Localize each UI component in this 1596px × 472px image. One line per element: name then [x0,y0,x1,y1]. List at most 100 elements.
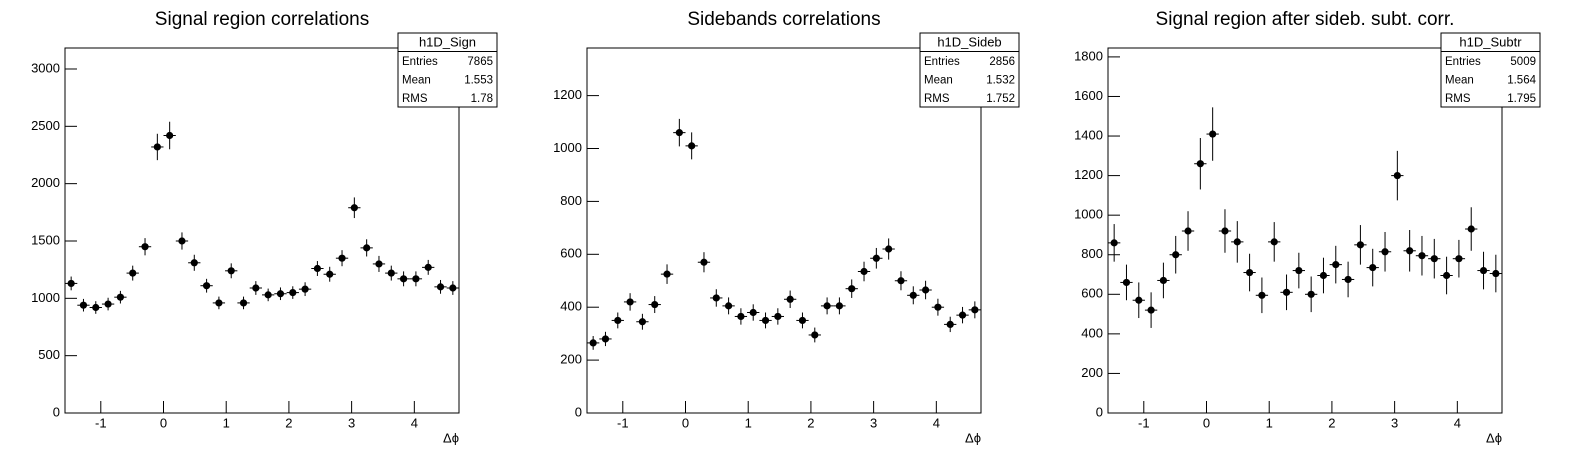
x-axis-label: Δϕ [443,430,459,445]
data-point [1418,252,1426,260]
stats-label: Mean [924,74,953,86]
x-tick-label: 2 [807,415,814,430]
data-point [1159,276,1168,285]
x-tick-label: 3 [1391,415,1398,430]
data-point [190,259,198,267]
data-point [626,298,634,306]
data-point [737,312,745,321]
x-tick-label: 4 [411,415,418,430]
x-tick-label: 0 [160,415,167,430]
data-point [92,303,100,312]
data-point [1282,288,1291,296]
y-tick-label: 200 [560,352,582,367]
data-point [1356,241,1365,249]
data-point [313,264,322,273]
data-point [129,269,137,277]
data-point [449,284,457,292]
data-point [1258,291,1266,299]
y-tick-label: 3000 [31,60,60,75]
stats-value: 5009 [1510,56,1536,68]
y-tick-label: 1200 [553,87,582,102]
data-point [363,244,371,252]
data-point [1430,255,1438,263]
stats-name: h1D_Subtr [1459,35,1522,50]
data-point [1455,255,1463,263]
data-point [338,254,346,262]
data-point [921,286,930,294]
x-tick-label: 0 [682,415,689,430]
y-tick-label: 1400 [1074,127,1103,142]
data-point [712,294,720,302]
data-point [104,300,112,308]
data-point [375,260,383,268]
data-point [1381,248,1389,256]
data-point [1184,227,1192,235]
data-point [798,316,807,325]
data-point [387,269,395,277]
data-point [1479,266,1488,275]
data-point [1295,266,1303,275]
data-point [971,306,979,314]
data-point [724,302,733,310]
x-tick-label: 3 [870,415,877,430]
data-point [663,270,671,278]
data-point [601,335,610,343]
stats-value: 1.795 [1507,93,1536,105]
stats-label: RMS [924,93,950,105]
data-point [227,267,235,275]
data-point [178,237,186,245]
data-point [239,299,248,307]
data-point [1393,172,1401,180]
data-point [651,300,659,309]
x-tick-label: 3 [348,415,355,430]
chart-title: Signal region after sideb. subt. corr. [1156,9,1455,30]
x-tick-label: 1 [745,415,752,430]
data-point [1221,227,1229,235]
plot-frame [586,47,982,414]
data-point [412,275,420,283]
stats-name: h1D_Sideb [937,35,1001,50]
data-point [276,290,285,298]
data-point [811,331,819,339]
y-tick-label: 600 [1081,286,1103,301]
x-tick-label: 4 [933,415,940,430]
data-point [688,142,696,150]
data-point [326,270,334,278]
data-point [252,284,260,292]
y-tick-label: 800 [1081,246,1103,261]
data-point [166,131,174,140]
data-point [301,285,309,293]
data-point [1209,130,1217,138]
stats-name: h1D_Sign [419,35,476,50]
stats-label: Entries [1445,56,1481,68]
x-tick-label: -1 [95,415,107,430]
data-point [1245,268,1254,277]
data-point [823,302,831,310]
stats-value: 1.532 [986,74,1015,86]
data-point [399,275,408,283]
data-point [424,263,432,271]
y-tick-label: 400 [560,299,582,314]
data-point [436,283,445,291]
data-point [1344,275,1352,284]
data-point [350,204,358,212]
plot-frame [64,47,460,414]
data-point [872,254,880,262]
y-tick-label: 800 [560,193,582,208]
data-point [1332,261,1340,269]
data-point [897,277,905,285]
stats-value: 1.752 [986,93,1015,105]
y-tick-label: 600 [560,246,582,261]
data-point [1307,290,1315,298]
data-point [934,303,942,311]
data-point [153,143,161,151]
data-point [885,245,893,253]
data-point [1147,306,1155,314]
y-tick-label: 2000 [31,175,60,190]
y-tick-label: 500 [38,347,60,362]
stats-value: 2856 [989,56,1015,68]
stats-value: 1.564 [1507,74,1536,86]
stats-label: Mean [1445,74,1474,86]
y-tick-label: 1600 [1074,88,1103,103]
